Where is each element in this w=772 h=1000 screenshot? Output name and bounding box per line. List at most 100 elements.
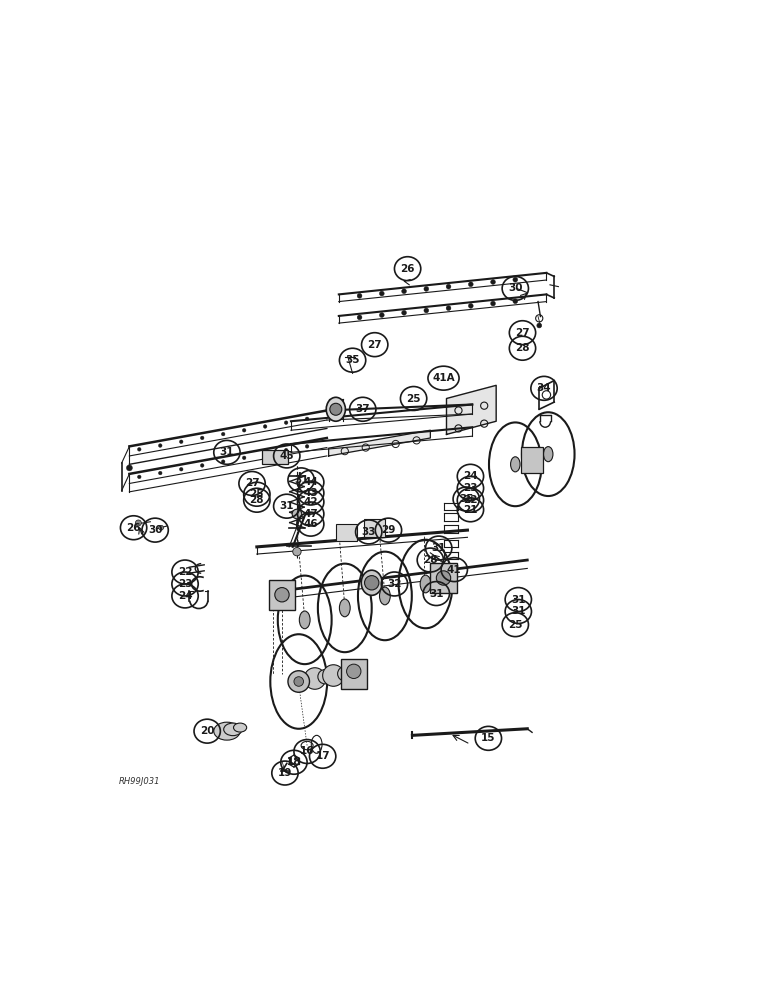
Circle shape: [127, 465, 133, 471]
Text: 26: 26: [401, 264, 415, 274]
Text: 31: 31: [294, 475, 308, 485]
Ellipse shape: [327, 397, 345, 421]
Text: 27: 27: [245, 478, 259, 488]
Ellipse shape: [300, 611, 310, 629]
Text: 27: 27: [367, 340, 382, 350]
Polygon shape: [329, 430, 430, 456]
Text: 34: 34: [537, 383, 551, 393]
Text: 31: 31: [511, 595, 526, 605]
Text: 21: 21: [463, 505, 478, 515]
Circle shape: [446, 306, 451, 311]
Ellipse shape: [233, 723, 247, 732]
Ellipse shape: [214, 722, 240, 740]
Text: 31: 31: [220, 447, 234, 457]
Circle shape: [158, 444, 162, 447]
Text: 28: 28: [249, 495, 264, 505]
Circle shape: [401, 310, 406, 315]
Circle shape: [284, 448, 288, 452]
Circle shape: [347, 664, 361, 679]
Text: 30: 30: [148, 525, 162, 535]
Circle shape: [137, 448, 141, 451]
FancyBboxPatch shape: [521, 447, 543, 473]
Circle shape: [379, 313, 384, 317]
Text: 46: 46: [303, 519, 318, 529]
Text: 42: 42: [303, 497, 318, 507]
Circle shape: [364, 576, 379, 590]
Text: 18: 18: [286, 757, 301, 767]
FancyBboxPatch shape: [336, 524, 357, 541]
Ellipse shape: [543, 447, 553, 462]
Circle shape: [469, 303, 473, 308]
Text: 27: 27: [515, 328, 530, 338]
Circle shape: [137, 475, 141, 479]
Text: 16: 16: [300, 746, 314, 756]
Text: 25: 25: [249, 489, 264, 499]
Circle shape: [159, 525, 164, 530]
Circle shape: [401, 289, 406, 294]
Text: 47: 47: [303, 509, 318, 519]
Circle shape: [357, 315, 362, 320]
Text: 43: 43: [303, 488, 318, 498]
Text: 19: 19: [278, 768, 292, 778]
Text: 22: 22: [463, 495, 478, 505]
Circle shape: [491, 280, 496, 284]
Circle shape: [379, 291, 384, 296]
Circle shape: [242, 456, 246, 460]
Circle shape: [318, 670, 332, 684]
Circle shape: [446, 284, 451, 289]
Circle shape: [201, 464, 204, 467]
Text: 41: 41: [447, 565, 462, 575]
Text: 20: 20: [200, 726, 215, 736]
Text: RH99J031: RH99J031: [119, 777, 161, 786]
Text: 30: 30: [508, 283, 523, 293]
FancyBboxPatch shape: [430, 563, 457, 593]
Text: 29: 29: [381, 525, 396, 535]
Circle shape: [436, 571, 451, 585]
Text: 31: 31: [279, 501, 294, 511]
Circle shape: [491, 301, 496, 306]
Circle shape: [222, 460, 225, 463]
Circle shape: [337, 667, 352, 681]
Text: 32: 32: [388, 579, 401, 589]
Circle shape: [201, 436, 204, 440]
Circle shape: [288, 671, 310, 692]
Circle shape: [179, 467, 183, 471]
Text: 24: 24: [178, 591, 192, 601]
Circle shape: [284, 421, 288, 424]
FancyBboxPatch shape: [340, 659, 367, 689]
Circle shape: [179, 440, 183, 444]
Text: 23: 23: [463, 483, 478, 493]
Circle shape: [513, 299, 518, 304]
Circle shape: [330, 403, 342, 415]
Polygon shape: [446, 385, 496, 434]
Text: 31: 31: [429, 589, 444, 599]
FancyBboxPatch shape: [262, 450, 288, 464]
Circle shape: [292, 509, 302, 519]
Circle shape: [513, 277, 518, 282]
Text: 45: 45: [279, 451, 294, 461]
Ellipse shape: [361, 570, 382, 595]
Circle shape: [222, 432, 225, 436]
Circle shape: [263, 425, 267, 428]
Text: 24: 24: [463, 471, 478, 481]
Circle shape: [158, 471, 162, 475]
Circle shape: [357, 293, 362, 298]
Text: 35: 35: [459, 494, 473, 504]
Circle shape: [323, 665, 344, 686]
Text: 15: 15: [481, 733, 496, 743]
Circle shape: [305, 445, 309, 448]
Text: 17: 17: [315, 751, 330, 761]
FancyBboxPatch shape: [364, 519, 385, 537]
Text: 25: 25: [406, 394, 421, 404]
Circle shape: [275, 588, 290, 602]
Text: 26: 26: [127, 523, 141, 533]
Text: 41A: 41A: [432, 373, 455, 383]
Text: 33: 33: [361, 527, 376, 537]
Text: 31: 31: [432, 543, 446, 553]
Ellipse shape: [380, 587, 391, 605]
Text: 44: 44: [303, 477, 318, 487]
Text: 23: 23: [178, 579, 192, 589]
Circle shape: [293, 547, 301, 556]
Text: 25: 25: [508, 620, 523, 630]
Ellipse shape: [510, 457, 520, 472]
